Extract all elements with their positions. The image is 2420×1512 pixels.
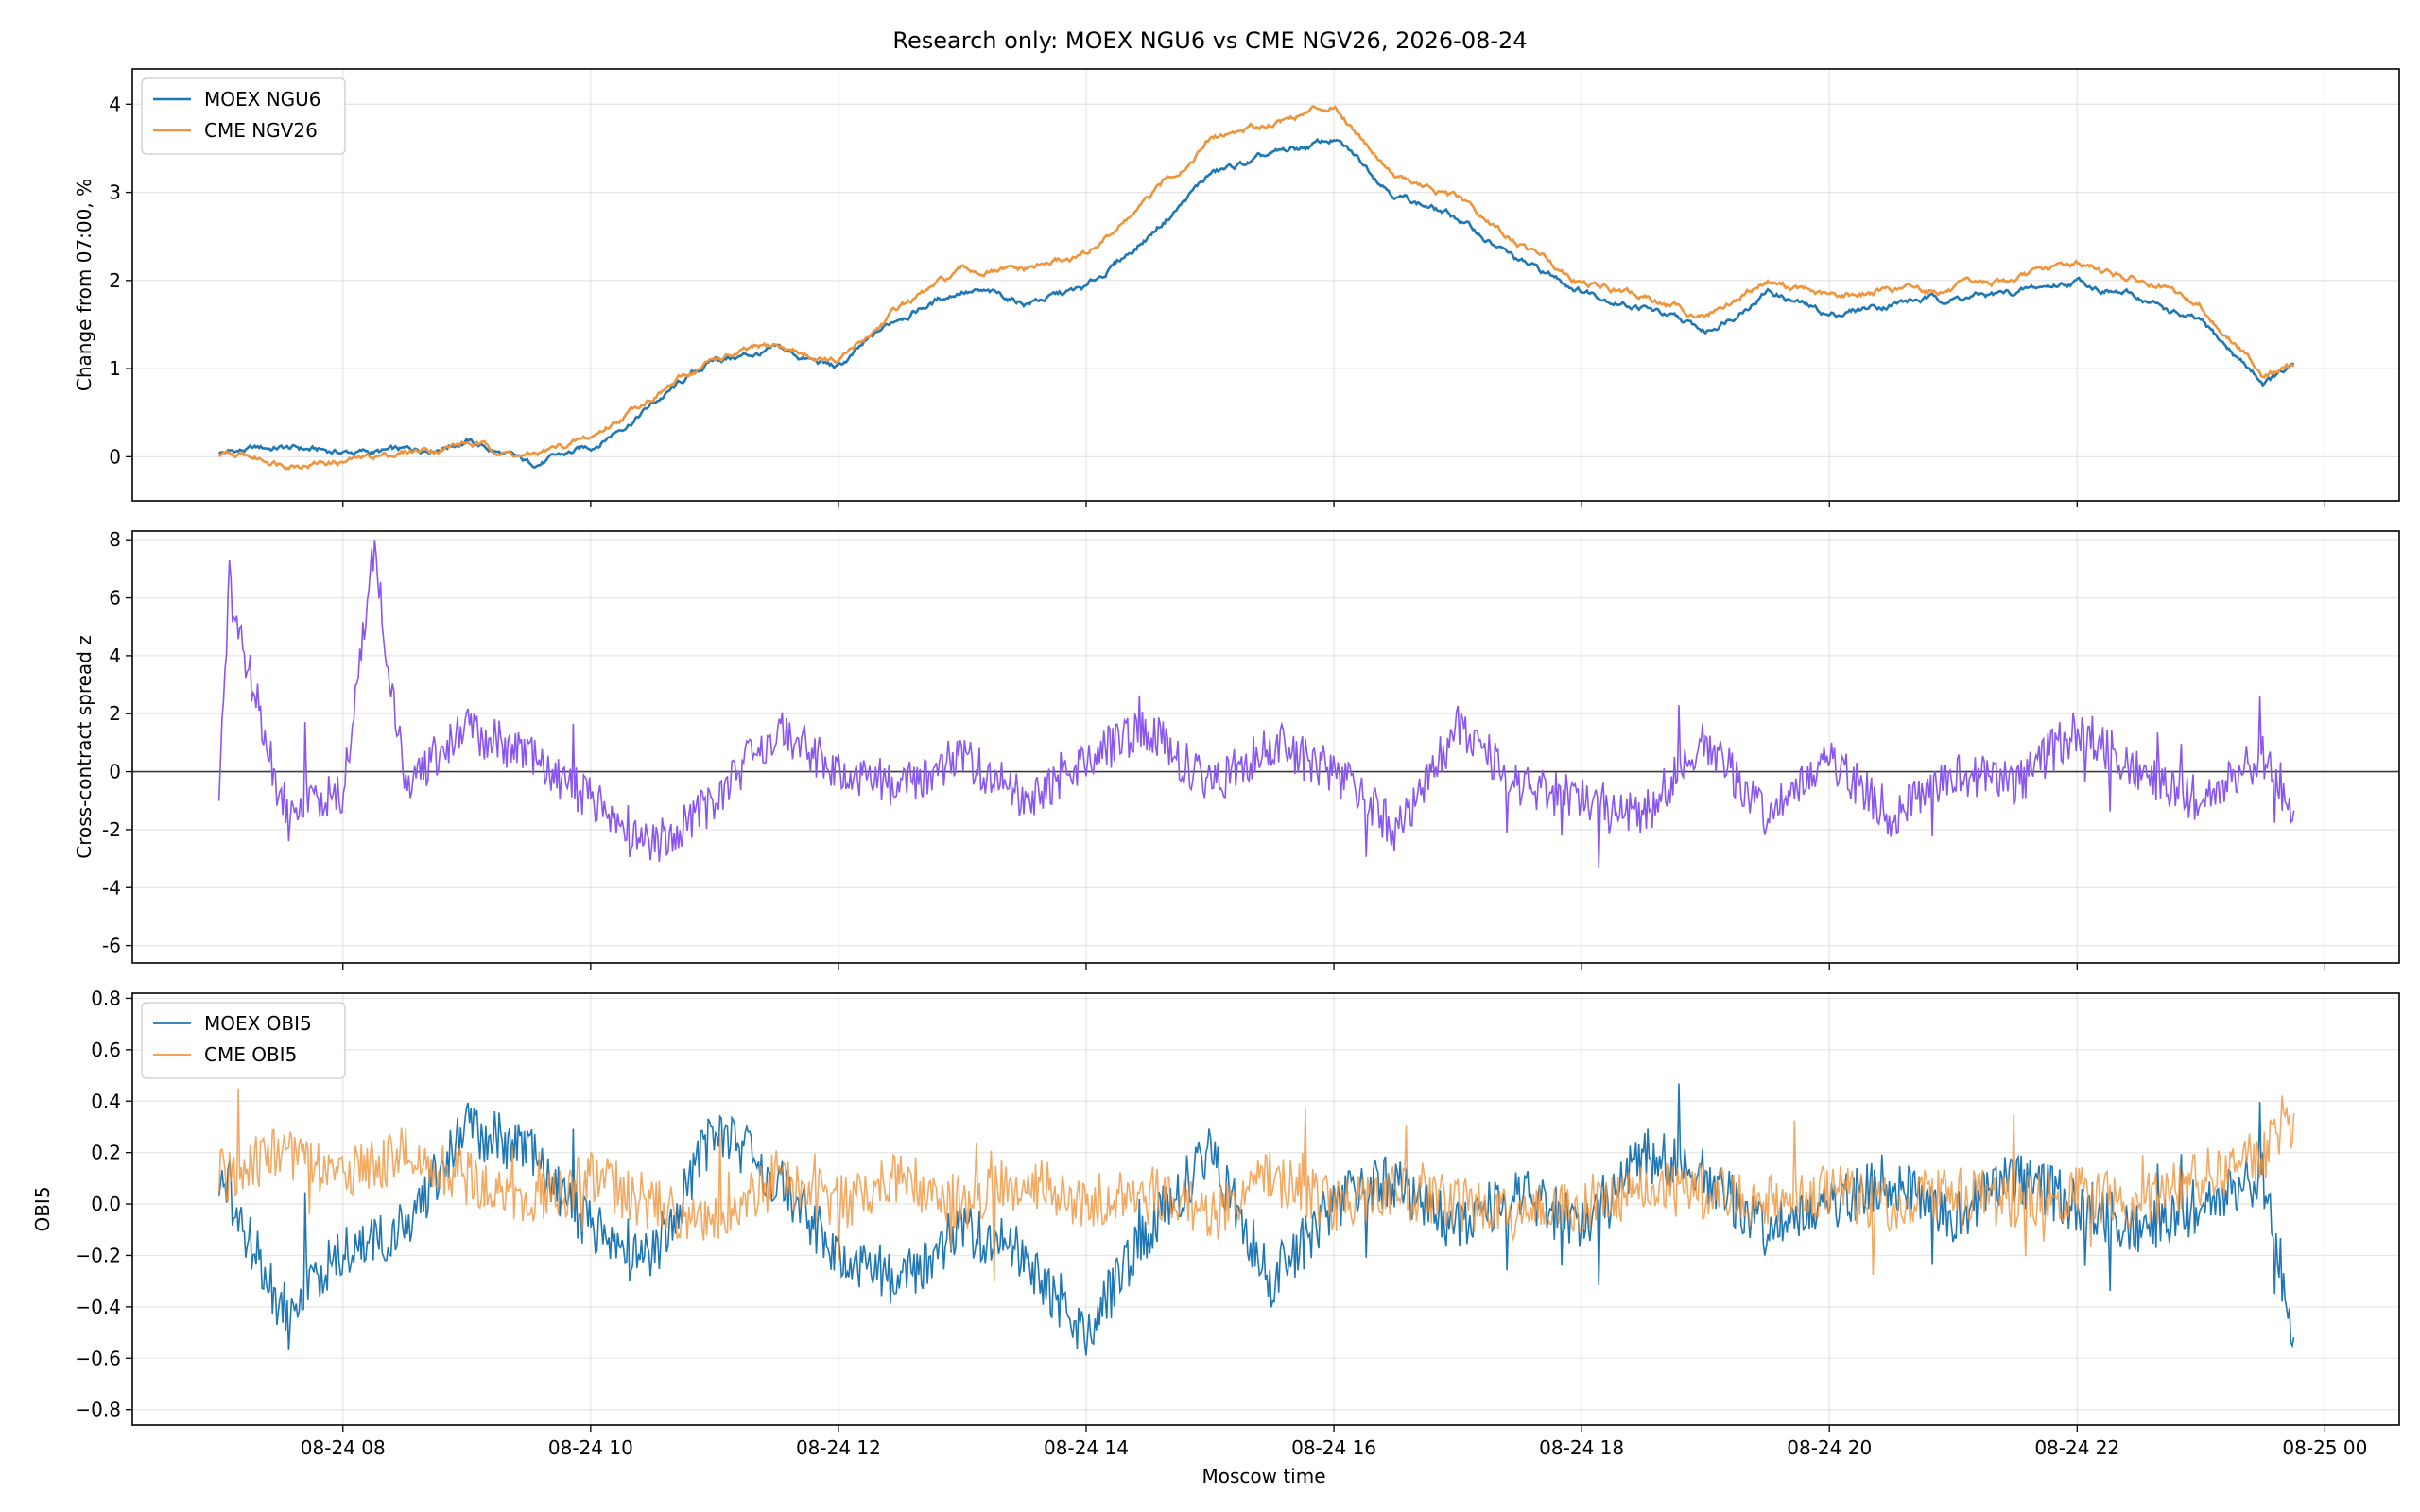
x-axis — [342, 501, 2326, 507]
y-tick-label: 3 — [109, 181, 121, 204]
x-tick-label: 08-24 22 — [2034, 1436, 2119, 1459]
plot-frame — [131, 68, 2400, 502]
legend-entry: MOEX OBI5 — [204, 1012, 312, 1035]
y-tick-label: 4 — [109, 93, 121, 115]
y-axis-label: OBI5 — [31, 1186, 54, 1231]
y-tick-label: 0.0 — [91, 1193, 121, 1215]
y-tick-label: 4 — [109, 644, 121, 667]
series-line-cme-ngv26 — [217, 104, 2295, 472]
legend: MOEX OBI5 CME OBI5 — [141, 1002, 346, 1079]
y-tick-label: −0.8 — [75, 1399, 121, 1421]
x-tick-label: 08-25 00 — [2282, 1436, 2367, 1459]
y-tick-label: -4 — [102, 876, 121, 899]
legend-box — [141, 77, 346, 155]
y-tick-label: 6 — [109, 587, 121, 610]
legend-box — [141, 1002, 346, 1079]
legend-entry: MOEX NGU6 — [204, 88, 321, 111]
x-tick-label: 08-24 12 — [796, 1436, 881, 1459]
y-axis: −0.8 −0.6 −0.4 −0.2 0.0 0.2 0.4 0.6 0.8 — [75, 987, 132, 1421]
legend-entry: CME OBI5 — [204, 1043, 297, 1066]
x-tick-label: 08-24 10 — [548, 1436, 633, 1459]
x-axis-label: Moscow time — [1201, 1465, 1325, 1487]
legend: MOEX NGU6 CME NGV26 — [141, 77, 346, 155]
x-axis: 08-24 08 08-24 10 08-24 12 08-24 14 08-24 16… — [301, 1425, 2367, 1459]
y-tick-label: -2 — [102, 818, 121, 841]
series-line-moex-obi5 — [217, 1083, 2295, 1356]
y-tick-label: 0.4 — [91, 1090, 121, 1112]
y-tick-label: 0.2 — [91, 1142, 121, 1164]
y-tick-label: 2 — [109, 702, 121, 725]
y-tick-label: 2 — [109, 269, 121, 292]
obi5-panel: −0.8 −0.6 −0.4 −0.2 0.0 0.2 0.4 0.6 0.8 OBI5 08-24… — [31, 987, 2400, 1459]
plot-frame — [131, 530, 2400, 964]
y-tick-label: 0.6 — [91, 1039, 121, 1061]
y-axis-label: Cross-contract spread z — [73, 635, 95, 858]
x-axis — [342, 963, 2326, 970]
x-tick-label: 08-24 14 — [1044, 1436, 1129, 1459]
x-tick-label: 08-24 16 — [1291, 1436, 1376, 1459]
y-tick-label: −0.2 — [75, 1244, 121, 1266]
x-tick-label: 08-24 20 — [1787, 1436, 1872, 1459]
grid — [132, 69, 2399, 501]
spread-z-panel: -6 -4 -2 0 2 4 6 8 Cross-contract spread z — [73, 528, 2400, 970]
grid — [132, 531, 2399, 963]
y-tick-label: −0.4 — [75, 1296, 121, 1318]
price-change-panel: 0 1 2 3 4 Change from 07:00, % MOEX NGU6 CME NG… — [73, 68, 2400, 507]
y-tick-label: 0 — [109, 445, 121, 468]
series-line-spread-z — [217, 540, 2295, 868]
x-tick-label: 08-24 18 — [1539, 1436, 1624, 1459]
y-tick-label: −0.6 — [75, 1347, 121, 1369]
y-tick-label: 8 — [109, 528, 121, 551]
x-tick-label: 08-24 08 — [301, 1436, 386, 1459]
y-tick-label: 0.8 — [91, 987, 121, 1009]
y-axis: 0 1 2 3 4 — [109, 93, 132, 468]
y-axis: -6 -4 -2 0 2 4 6 8 — [102, 528, 132, 957]
plot-frame — [131, 992, 2400, 1426]
series-line-moex-ngu6 — [217, 137, 2295, 470]
y-tick-label: 1 — [109, 357, 121, 380]
y-tick-label: 0 — [109, 761, 121, 783]
legend-entry: CME NGV26 — [204, 119, 318, 142]
y-axis-label: Change from 07:00, % — [73, 179, 95, 391]
figure-title: Research only: MOEX NGU6 vs CME NGV26, 2… — [892, 27, 1527, 54]
y-tick-label: -6 — [102, 935, 121, 957]
series-line-cme-obi5 — [217, 1088, 2295, 1282]
